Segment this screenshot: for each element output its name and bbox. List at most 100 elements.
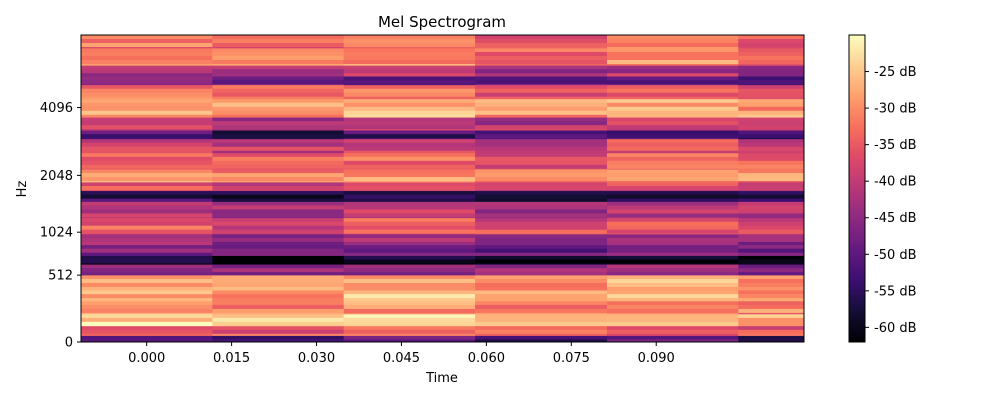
heatmap-cell [606,268,739,273]
heatmap-cell [475,35,608,40]
colorbar-swatch [849,212,865,216]
heatmap-cell [606,59,739,65]
colorbar-swatch [849,135,865,139]
heatmap-cell [81,186,213,191]
heatmap-cell [606,233,739,235]
heatmap-cell [738,114,805,118]
colorbar-swatch [849,322,865,326]
colorbar-swatch [849,162,865,166]
colorbar-swatch [849,301,865,305]
heatmap-cell [738,317,805,323]
heatmap-cell [475,272,608,276]
heatmap-cell [606,121,739,126]
heatmap-cell [81,217,213,223]
heatmap-cell [343,164,476,170]
heatmap-cell [81,194,213,200]
heatmap-cell [606,80,739,85]
colorbar: -25 dB -30 dB -35 dB -40 dB -45 dB -50 dB -55 … [848,34,917,343]
heatmap-cell [606,73,739,77]
heatmap-cell [475,164,608,170]
colorbar-tick-label: -50 dB [874,248,917,263]
heatmap-cell [475,134,608,139]
colorbar-swatch [849,205,865,209]
heatmap-cell [343,312,476,315]
heatmap-cell [81,333,213,336]
heatmap-cell [738,177,805,182]
colorbar-swatch [849,42,865,46]
heatmap-cell [343,98,476,104]
heatmap-cell [343,213,476,218]
heatmap-cell [475,96,608,100]
heatmap-cell [343,237,476,243]
colorbar-swatch [849,198,865,201]
colorbar-swatch [849,37,865,41]
heatmap-cell [81,69,213,74]
heatmap-cell [81,233,213,235]
heatmap-cell [475,169,608,174]
heatmap-cell [475,106,608,112]
colorbar-swatch [849,145,865,149]
heatmap-cell [606,233,739,239]
heatmap-cell [212,84,345,86]
heatmap-cell [475,156,608,162]
heatmap-cell [81,117,213,122]
heatmap-cell [212,96,345,100]
colorbar-swatch [849,147,865,151]
heatmap-cell [343,47,476,53]
heatmap-cell [81,177,213,182]
colorbar-swatch [849,207,865,211]
heatmap-cell [212,138,345,140]
colorbar-swatch [849,56,865,60]
heatmap-cell [606,156,739,162]
colorbar-swatch [849,44,865,48]
colorbar-swatch [849,183,865,187]
heatmap-cell [81,43,213,48]
heatmap-cell [606,164,739,170]
heatmap-cell [475,241,608,246]
heatmap-cell [343,102,476,108]
heatmap-cell [212,130,345,135]
heatmap-cell [81,335,213,340]
heatmap-cell [343,194,476,200]
heatmap-cell [343,329,476,335]
colorbar-swatch [849,181,865,185]
heatmap-cell [475,73,608,77]
heatmap-cell [212,156,345,162]
heatmap-cell [475,173,608,178]
heatmap-cell [738,181,805,183]
colorbar-swatch [849,176,865,180]
heatmap-cell [738,248,805,254]
heatmap-cell [81,55,213,61]
heatmap-cell [738,106,805,112]
colorbar-swatch [849,330,865,333]
heatmap-cell [738,76,805,81]
colorbar-swatch [849,190,865,194]
heatmap-cell [606,146,739,152]
heatmap-cell [606,286,739,291]
heatmap-cell [343,106,476,112]
heatmap-cell [343,88,476,94]
heatmap-cell [475,55,608,61]
heatmap-cell [738,142,805,148]
heatmap-cell [343,76,476,81]
colorbar-swatch [849,73,865,77]
heatmap-cell [343,39,476,44]
heatmap-cell [475,190,608,192]
heatmap-cell [475,117,608,122]
heatmap-cell [738,169,805,174]
heatmap-cell [212,290,345,295]
heatmap-cell [81,121,213,126]
colorbar-swatch [849,200,865,204]
x-tick-label: 0.030 [298,351,335,366]
heatmap-cell [81,329,213,335]
heatmap-cell [81,173,213,178]
colorbar-swatch [849,327,865,331]
heatmap-cell [606,229,739,235]
heatmap-cell [606,142,739,148]
colorbar-swatch [849,267,865,271]
heatmap-cell [606,241,739,246]
heatmap-cell [475,213,608,218]
colorbar-swatch [849,169,865,173]
heatmap-cell [606,274,739,280]
